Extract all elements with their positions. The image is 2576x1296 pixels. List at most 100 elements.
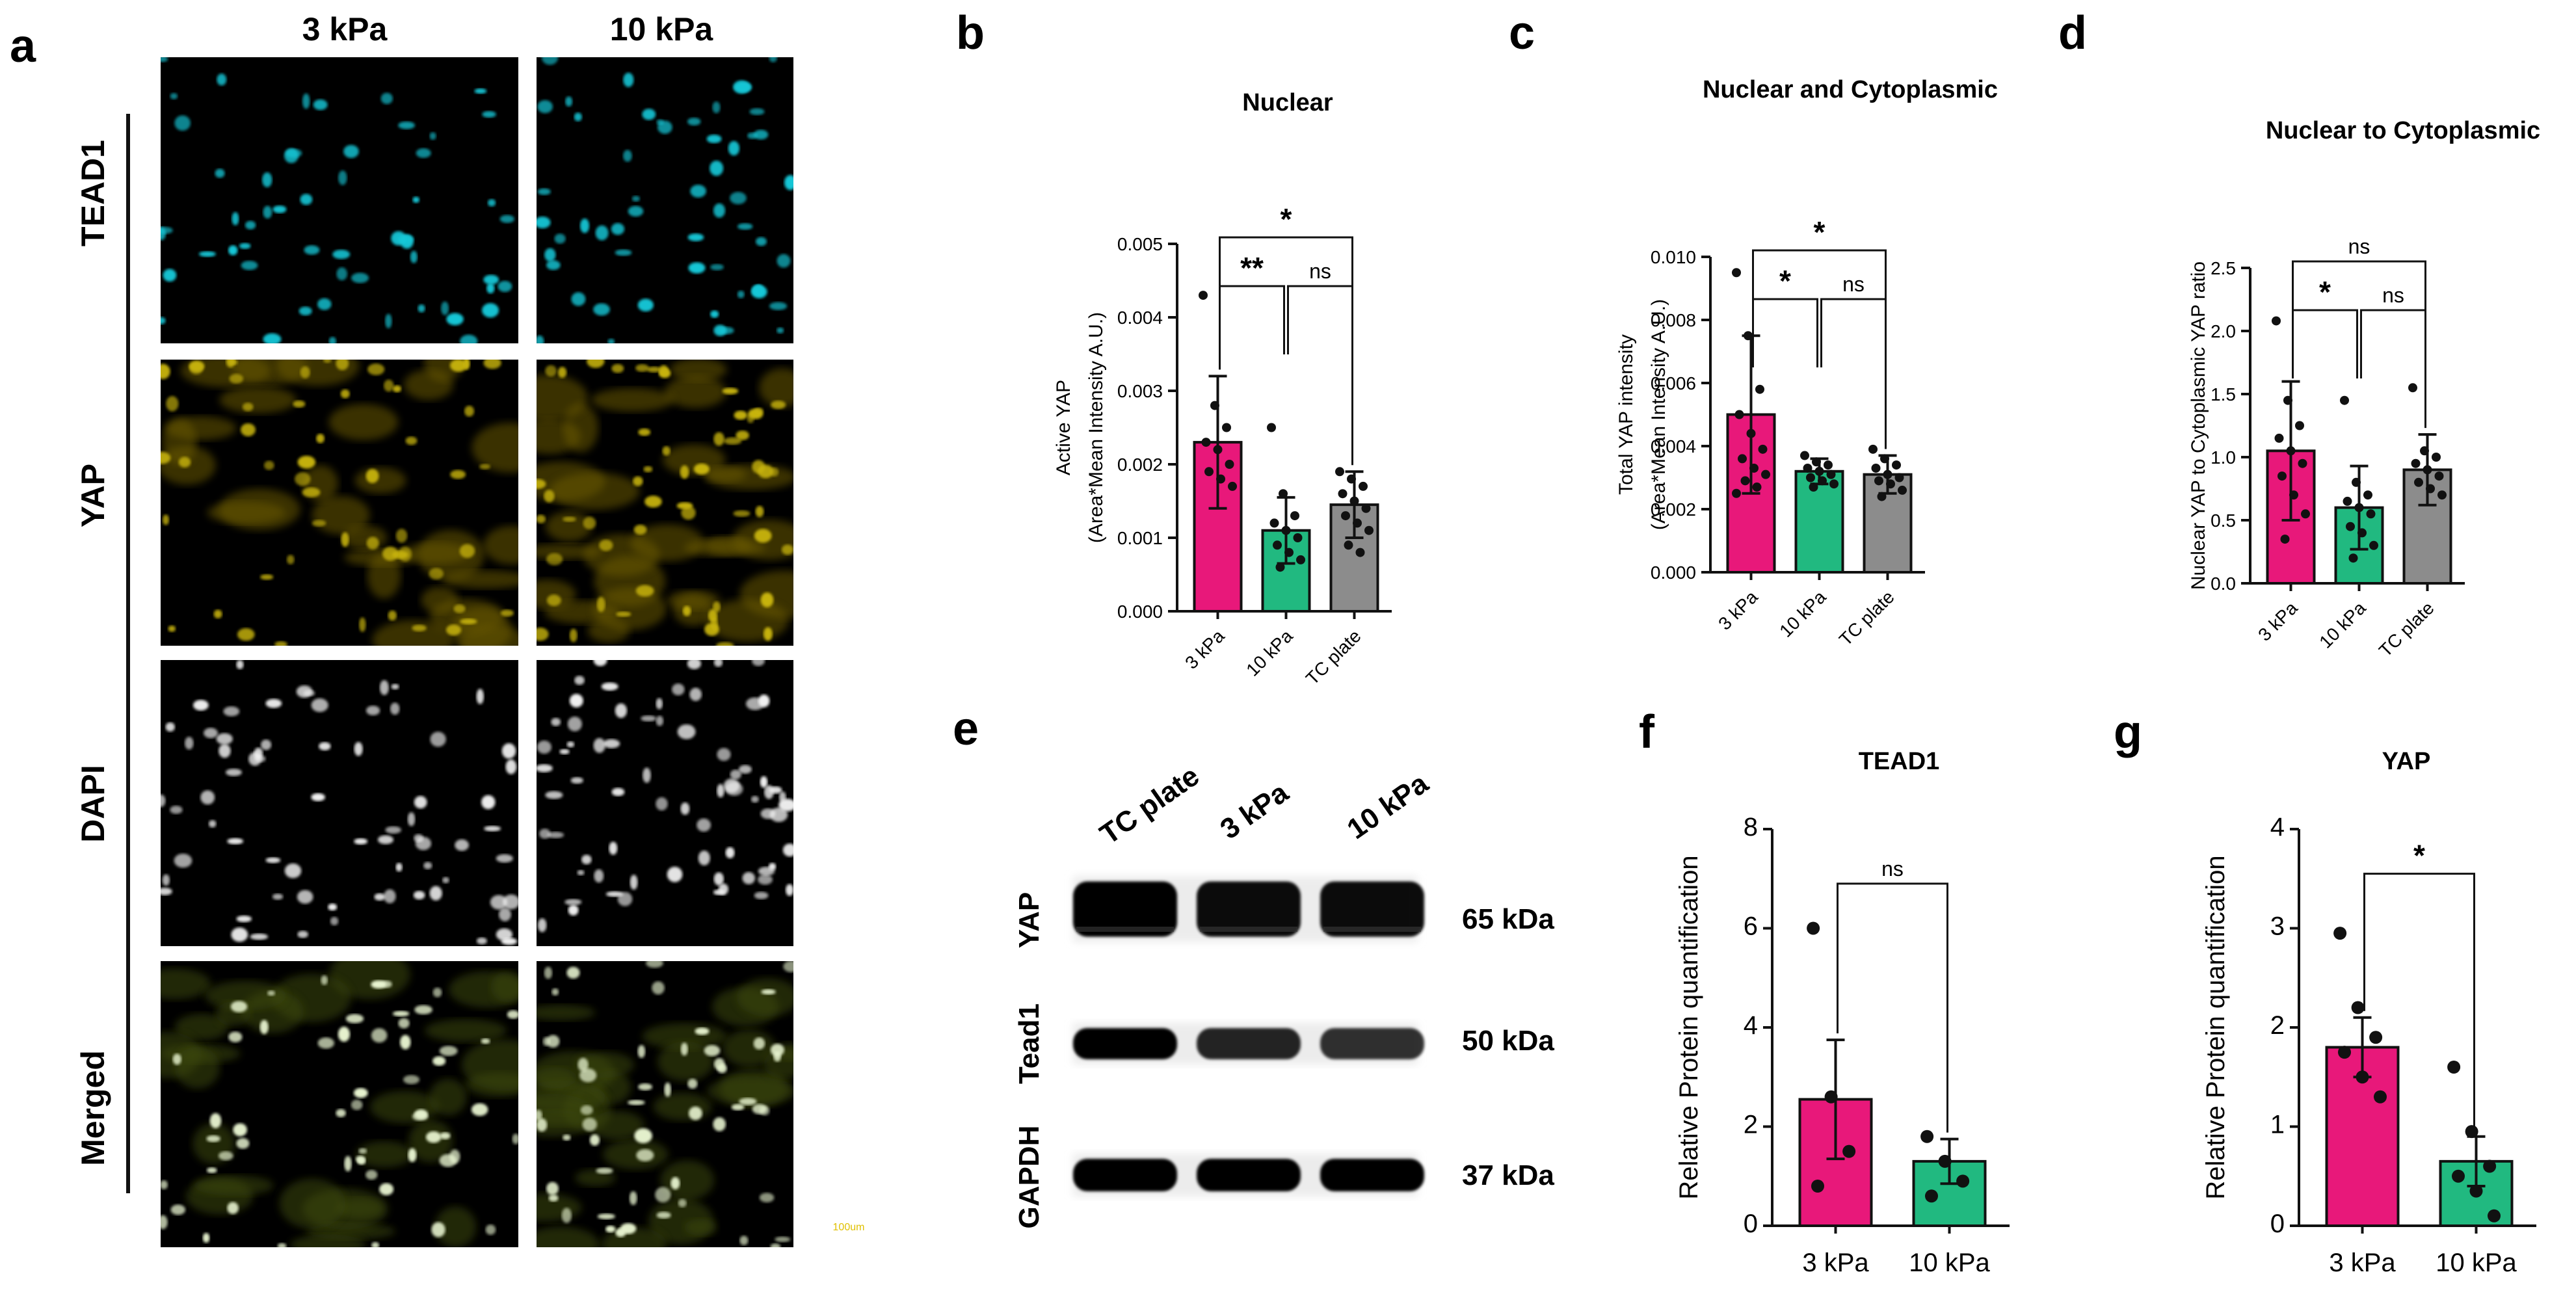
nucleus bbox=[547, 832, 564, 838]
cytoplasm-signal bbox=[759, 368, 793, 408]
nucleus bbox=[344, 1156, 352, 1172]
nucleus bbox=[563, 1134, 571, 1141]
nucleus bbox=[582, 1117, 597, 1131]
data-point bbox=[2346, 522, 2355, 531]
scale-bar bbox=[827, 1211, 871, 1217]
y-axis-label: Active YAP bbox=[1053, 380, 1074, 475]
cytoplasm-signal bbox=[630, 524, 704, 562]
nucleus bbox=[690, 185, 706, 198]
nucleus bbox=[723, 778, 740, 793]
y-tick-label: 1.0 bbox=[2211, 447, 2236, 468]
nucleus bbox=[569, 628, 578, 642]
nucleus bbox=[245, 220, 256, 230]
nucleus bbox=[208, 820, 217, 828]
nucleus bbox=[161, 226, 173, 234]
nucleus bbox=[760, 776, 768, 788]
data-point bbox=[2352, 477, 2361, 487]
nucleus bbox=[263, 333, 282, 343]
micrograph-cells bbox=[161, 57, 514, 343]
micrograph-cells bbox=[537, 57, 793, 343]
panel-letter: f bbox=[1639, 706, 1655, 758]
nucleus bbox=[646, 366, 661, 373]
significance-bracket bbox=[1752, 249, 1887, 449]
nucleus bbox=[371, 1241, 380, 1247]
nucleus bbox=[323, 360, 332, 364]
nucleus bbox=[537, 479, 546, 489]
nucleus bbox=[677, 724, 696, 739]
data-point bbox=[2432, 453, 2441, 462]
nucleus bbox=[431, 1222, 445, 1237]
nucleus bbox=[783, 961, 793, 973]
nucleus bbox=[312, 520, 326, 527]
y-tick-label: 0 bbox=[2270, 1210, 2285, 1238]
nucleus bbox=[713, 324, 727, 336]
nucleus bbox=[687, 1078, 698, 1089]
nucleus bbox=[412, 1112, 429, 1121]
panel-letter: g bbox=[2114, 706, 2142, 758]
nucleus bbox=[680, 465, 689, 479]
nucleus bbox=[317, 298, 332, 310]
significance-bracket bbox=[1219, 285, 1285, 354]
nucleus bbox=[274, 641, 287, 646]
blot-band-split bbox=[1200, 927, 1297, 932]
nucleus bbox=[440, 1132, 451, 1140]
y-tick-label: 4 bbox=[2270, 813, 2285, 841]
nucleus bbox=[250, 933, 269, 940]
nucleus bbox=[537, 740, 551, 754]
cytoplasm-signal bbox=[461, 1039, 518, 1091]
cytoplasm-signal bbox=[424, 1019, 507, 1042]
nucleus bbox=[537, 99, 553, 114]
nucleus bbox=[566, 966, 580, 979]
nucleus bbox=[753, 129, 769, 140]
nucleus bbox=[321, 975, 328, 985]
data-point bbox=[1335, 467, 1344, 477]
nucleus bbox=[710, 264, 724, 271]
nucleus bbox=[544, 490, 555, 503]
x-tick-label: 10 kPa bbox=[2315, 598, 2370, 652]
nucleus bbox=[594, 869, 604, 883]
nucleus bbox=[261, 739, 272, 750]
data-point bbox=[2343, 496, 2352, 506]
cytoplasm-signal bbox=[653, 1092, 712, 1121]
data-point bbox=[1824, 1090, 1838, 1104]
data-point bbox=[1752, 483, 1762, 492]
nucleus bbox=[248, 752, 262, 766]
significance-label: ns bbox=[2348, 235, 2370, 258]
significance-bracket bbox=[2363, 873, 2475, 1130]
nucleus bbox=[769, 57, 777, 62]
nucleus bbox=[537, 918, 547, 932]
x-tick-label: 10 kPa bbox=[2436, 1249, 2517, 1277]
nucleus bbox=[578, 1057, 589, 1072]
nucleus bbox=[228, 245, 238, 256]
data-point bbox=[1216, 474, 1225, 484]
nucleus bbox=[656, 797, 668, 811]
nucleus bbox=[688, 262, 706, 274]
nucleus bbox=[486, 283, 495, 294]
nucleus bbox=[599, 539, 613, 551]
nucleus bbox=[698, 851, 710, 866]
nucleus bbox=[544, 966, 553, 979]
data-point bbox=[2286, 446, 2296, 456]
data-point bbox=[1892, 460, 1901, 470]
y-tick-label: 0.0 bbox=[2211, 574, 2236, 594]
nucleus bbox=[336, 360, 349, 371]
nucleus bbox=[728, 140, 740, 156]
data-point bbox=[2301, 509, 2310, 519]
nucleus bbox=[567, 717, 582, 732]
y-tick-label: 0.005 bbox=[1117, 234, 1163, 254]
lane-label-3kpa: 3 kPa bbox=[1215, 776, 1295, 845]
data-point bbox=[2298, 458, 2307, 468]
chart-title: Nuclear and Cytoplasmic bbox=[1703, 76, 1998, 103]
nucleus bbox=[781, 544, 793, 555]
nucleus bbox=[490, 895, 507, 910]
y-tick-label: 0.5 bbox=[2211, 510, 2236, 531]
cytoplasm-signal bbox=[684, 1219, 717, 1236]
nucleus bbox=[597, 1213, 615, 1220]
nucleus bbox=[161, 57, 168, 62]
nucleus bbox=[415, 836, 432, 851]
nucleus bbox=[474, 88, 487, 94]
nucleus bbox=[563, 516, 576, 522]
data-point bbox=[2338, 1046, 2351, 1059]
nucleus bbox=[596, 596, 605, 613]
nucleus bbox=[441, 301, 449, 315]
